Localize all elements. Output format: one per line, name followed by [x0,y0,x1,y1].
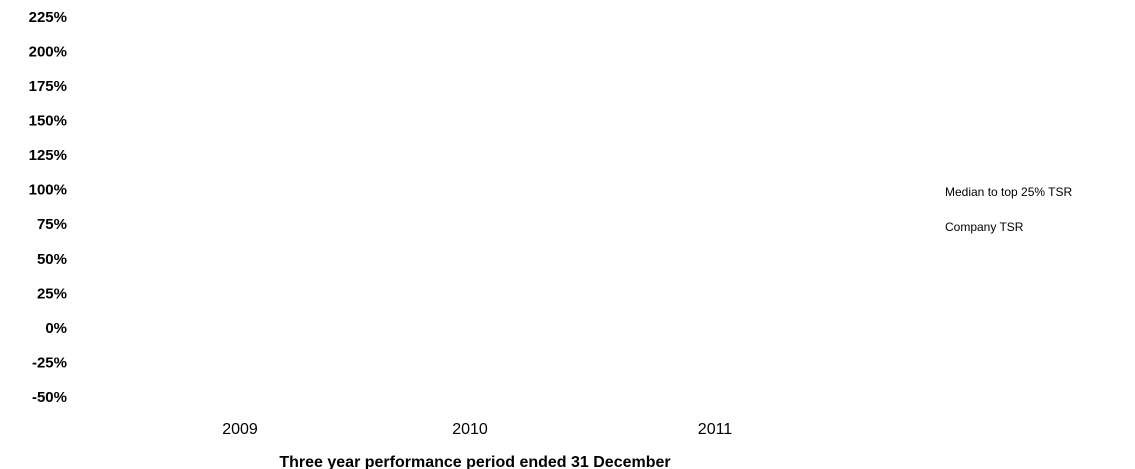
y-tick-label: 100% [29,182,67,199]
x-tick-label: 2011 [698,421,733,438]
y-tick-label: 25% [37,285,67,302]
x-tick-label: 2010 [452,421,488,438]
y-tick-label: 125% [29,147,67,164]
y-tick-label: 0% [45,320,67,337]
y-tick-label: 150% [29,113,67,130]
y-tick-label: 225% [29,9,67,26]
legend-label: Median to top 25% TSR [945,185,1073,199]
y-tick-label: 175% [29,78,67,95]
y-tick-label: -50% [32,389,67,406]
x-axis-title: Three year performance period ended 31 D… [279,454,670,469]
y-tick-label: 50% [37,251,67,268]
y-tick-label: -25% [32,354,67,371]
legend-label: Company TSR [945,220,1024,234]
y-tick-label: 75% [37,216,67,233]
y-tick-label: 200% [29,44,67,61]
x-tick-label: 2009 [222,421,258,438]
